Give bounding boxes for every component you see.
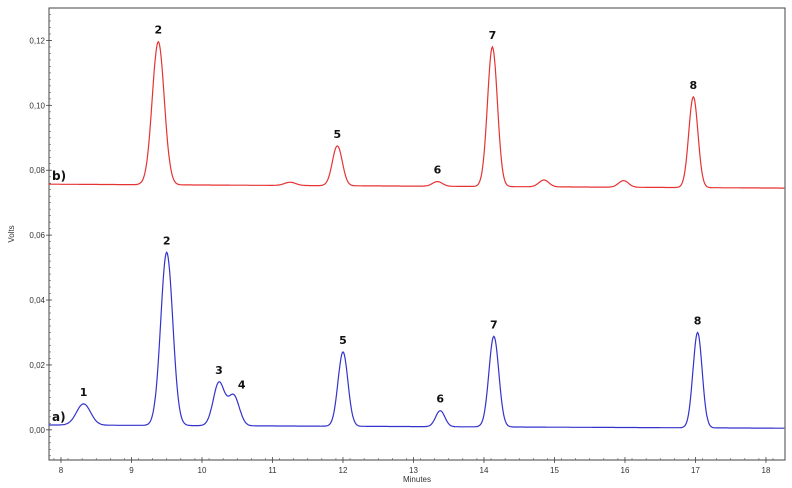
x-tick-label: 8: [59, 466, 64, 475]
x-tick-label: 11: [268, 466, 277, 475]
peak-label-2: 2: [154, 24, 162, 37]
series-label-b: b): [52, 169, 66, 183]
x-tick-label: 9: [129, 466, 134, 475]
y-tick-label: 0,00: [29, 426, 45, 435]
x-tick-label: 14: [480, 466, 489, 475]
y-tick-label: 0,08: [29, 166, 45, 175]
x-tick-label: 10: [198, 466, 207, 475]
series-lines: [49, 40, 785, 429]
x-tick-label: 12: [339, 466, 348, 475]
peak-label-3: 3: [215, 364, 223, 377]
x-tick-label: 18: [762, 466, 771, 475]
peak-label-2: 2: [163, 234, 171, 247]
x-tick-label: 13: [409, 466, 418, 475]
x-tick-label: 16: [621, 466, 630, 475]
x-axis-title: Minutes: [403, 475, 431, 484]
x-tick-label: 15: [550, 466, 559, 475]
y-tick-label: 0,04: [29, 296, 45, 305]
peak-label-8: 8: [690, 79, 698, 92]
y-tick-label: 0,02: [29, 361, 45, 370]
peak-label-1: 1: [80, 386, 88, 399]
peak-label-4: 4: [238, 378, 246, 391]
peak-label-5: 5: [339, 334, 347, 347]
peak-label-7: 7: [490, 318, 498, 331]
series-line-b: [49, 40, 785, 189]
y-tick-label: 0,10: [29, 101, 45, 110]
x-tick-label: 17: [691, 466, 700, 475]
y-axis-title: Volts: [7, 225, 16, 242]
y-tick-label: 0,06: [29, 231, 45, 240]
peak-label-6: 6: [436, 393, 444, 406]
series-line-a: [49, 251, 785, 429]
series-label-a: a): [52, 410, 66, 424]
peak-label-7: 7: [489, 29, 497, 42]
peak-label-8: 8: [694, 314, 702, 327]
peak-labels: 1 2 3 4 5 6 7 8 a) 2 5 6 7 8 b): [52, 24, 701, 424]
peak-label-5: 5: [334, 128, 342, 141]
plot-frame: [48, 7, 786, 461]
axis-ticks: 0,000,020,040,060,080,100,128 9 10 11 12 13 14…: [29, 14, 774, 475]
y-tick-label: 0,12: [29, 36, 45, 45]
peak-label-6: 6: [434, 164, 442, 177]
